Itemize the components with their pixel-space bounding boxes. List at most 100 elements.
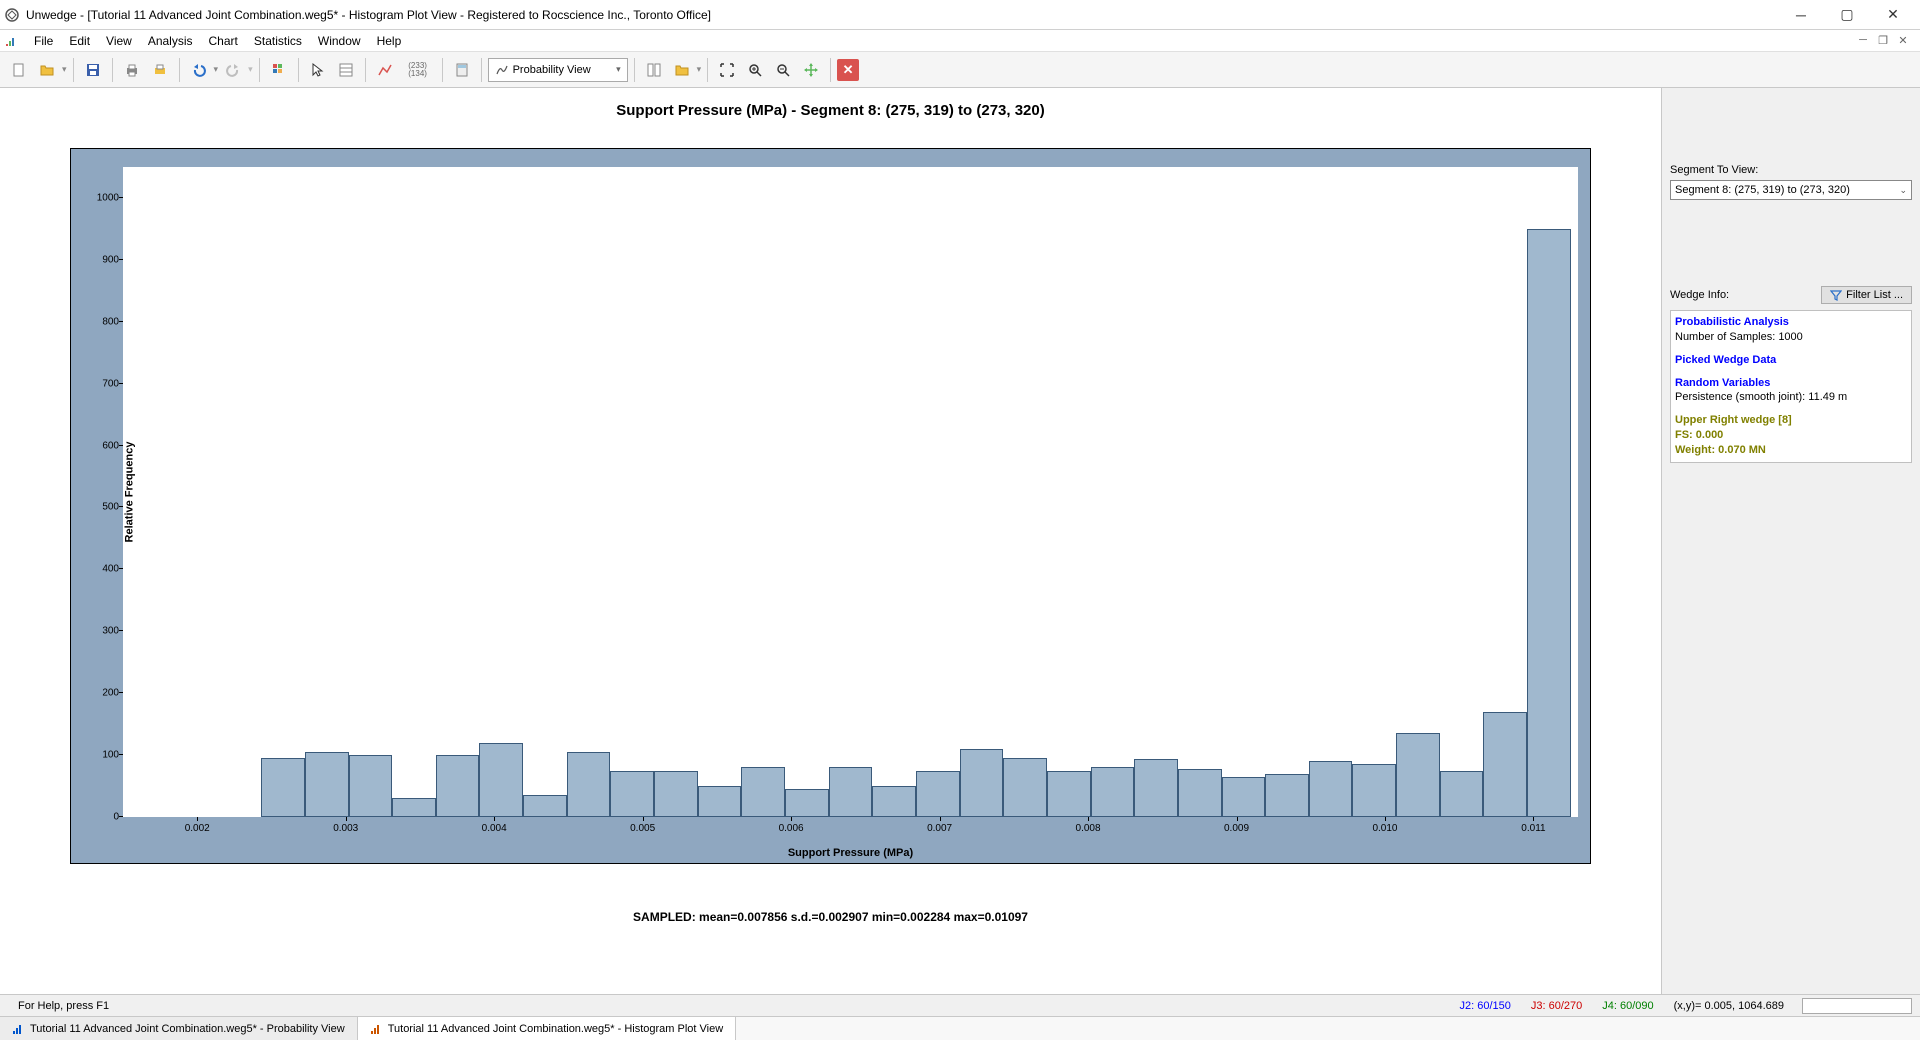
save-button[interactable] <box>80 57 106 83</box>
info-heading: Upper Right wedge [8] <box>1675 413 1907 428</box>
open-file-button[interactable] <box>34 57 60 83</box>
tile-button[interactable] <box>641 57 667 83</box>
document-tabs: Tutorial 11 Advanced Joint Combination.w… <box>0 1016 1920 1040</box>
histogram-bar <box>349 755 393 817</box>
wedge-info-box: Probabilistic Analysis Number of Samples… <box>1670 310 1912 463</box>
redo-button[interactable] <box>220 57 246 83</box>
histogram-bar <box>1178 769 1222 817</box>
status-input[interactable] <box>1802 998 1912 1014</box>
histogram-bar <box>523 795 567 817</box>
info-line: Weight: 0.070 MN <box>1675 443 1907 458</box>
histogram-bar <box>1527 229 1571 817</box>
window-controls: ─ ▢ ✕ <box>1778 0 1916 30</box>
status-j3: J3: 60/270 <box>1521 1000 1592 1012</box>
doc-icon <box>4 33 20 49</box>
histogram-bar <box>305 752 349 817</box>
histogram-bar <box>960 749 1004 817</box>
histogram-bar <box>1352 764 1396 817</box>
pointer-button[interactable] <box>305 57 331 83</box>
document-tab[interactable]: Tutorial 11 Advanced Joint Combination.w… <box>358 1017 736 1040</box>
zoom-extents-button[interactable] <box>714 57 740 83</box>
window-title: Unwedge - [Tutorial 11 Advanced Joint Co… <box>26 8 1778 22</box>
histogram-bar <box>1003 758 1047 817</box>
document-tab[interactable]: Tutorial 11 Advanced Joint Combination.w… <box>0 1017 358 1040</box>
view-mode-label: Probability View <box>513 64 591 76</box>
mdi-minimize-icon[interactable]: ─ <box>1854 34 1872 47</box>
toolbar: ▾ ▾ ▾ (233) (134) Probability View ▾ ▾ ✕ <box>0 52 1920 88</box>
chart-stats: SAMPLED: mean=0.007856 s.d.=0.002907 min… <box>0 910 1661 924</box>
histogram-bar <box>567 752 611 817</box>
histogram-bar <box>610 771 654 817</box>
status-j2: J2: 60/150 <box>1449 1000 1520 1012</box>
histogram-bar <box>1222 777 1266 817</box>
menu-file[interactable]: File <box>26 32 61 50</box>
segment-label: Segment To View: <box>1670 164 1912 176</box>
mdi-close-icon[interactable]: ✕ <box>1894 34 1912 47</box>
info-line: Persistence (smooth joint): 11.49 m <box>1675 390 1907 405</box>
chart-outer: Relative Frequency Support Pressure (MPa… <box>70 148 1591 864</box>
menu-edit[interactable]: Edit <box>61 32 98 50</box>
maximize-button[interactable]: ▢ <box>1824 0 1870 30</box>
histogram-bar <box>392 798 436 817</box>
y-tick-label: 100 <box>102 750 123 761</box>
compute-button[interactable] <box>372 57 398 83</box>
y-tick-label: 300 <box>102 626 123 637</box>
undo-button[interactable] <box>186 57 212 83</box>
x-axis-label: Support Pressure (MPa) <box>788 847 913 859</box>
new-file-button[interactable] <box>6 57 32 83</box>
menu-view[interactable]: View <box>98 32 140 50</box>
status-help: For Help, press F1 <box>8 1000 119 1012</box>
y-tick-label: 700 <box>102 378 123 389</box>
pan-button[interactable] <box>798 57 824 83</box>
close-button[interactable]: ✕ <box>1870 0 1916 30</box>
filter-icon <box>1830 289 1842 301</box>
menu-statistics[interactable]: Statistics <box>246 32 310 50</box>
main-area: Support Pressure (MPa) - Segment 8: (275… <box>0 88 1920 994</box>
status-coords: (x,y)= 0.005, 1064.689 <box>1664 1000 1794 1012</box>
histogram-bar <box>479 743 523 817</box>
histogram-bar <box>741 767 785 817</box>
chart-frame: Relative Frequency Support Pressure (MPa… <box>71 149 1590 863</box>
menu-chart[interactable]: Chart <box>201 32 246 50</box>
menu-window[interactable]: Window <box>310 32 369 50</box>
histogram-bar <box>1047 771 1091 817</box>
info-heading: Probabilistic Analysis <box>1675 315 1907 330</box>
minimize-button[interactable]: ─ <box>1778 0 1824 30</box>
app-icon <box>4 7 20 23</box>
zoom-out-button[interactable] <box>770 57 796 83</box>
mdi-restore-icon[interactable]: ❐ <box>1874 34 1892 47</box>
info-line: FS: 0.000 <box>1675 428 1907 443</box>
chart-pane: Support Pressure (MPa) - Segment 8: (275… <box>0 88 1662 994</box>
calculator-button[interactable] <box>449 57 475 83</box>
y-tick-label: 900 <box>102 254 123 265</box>
chevron-down-icon: ⌄ <box>1899 185 1907 196</box>
zoom-in-button[interactable] <box>742 57 768 83</box>
wedge-info-label: Wedge Info: <box>1670 289 1729 301</box>
plot-area: Relative Frequency Support Pressure (MPa… <box>123 167 1578 817</box>
grid-button[interactable] <box>266 57 292 83</box>
mdi-controls: ─ ❐ ✕ <box>1854 34 1916 47</box>
view-mode-combo[interactable]: Probability View ▾ <box>488 58 628 82</box>
histogram-bar <box>436 755 480 817</box>
histogram-bar <box>916 771 960 817</box>
histogram-bar <box>261 758 305 817</box>
y-tick-label: 800 <box>102 316 123 327</box>
segment-value: Segment 8: (275, 319) to (273, 320) <box>1675 184 1850 196</box>
menu-help[interactable]: Help <box>369 32 410 50</box>
histogram-bar <box>1396 733 1440 817</box>
data-button[interactable] <box>333 57 359 83</box>
segment-select[interactable]: Segment 8: (275, 319) to (273, 320) ⌄ <box>1670 180 1912 200</box>
print-button[interactable] <box>119 57 145 83</box>
filter-list-button[interactable]: Filter List ... <box>1821 286 1912 304</box>
menu-analysis[interactable]: Analysis <box>140 32 201 50</box>
histogram-bar <box>698 786 742 817</box>
window-button[interactable] <box>669 57 695 83</box>
toolbar-close-button[interactable]: ✕ <box>837 59 859 81</box>
stats-button[interactable]: (233) (134) <box>400 57 436 83</box>
print-preview-button[interactable] <box>147 57 173 83</box>
histogram-bar <box>654 771 698 817</box>
histogram-bar <box>1440 771 1484 817</box>
chart-title: Support Pressure (MPa) - Segment 8: (275… <box>0 88 1661 119</box>
statusbar: For Help, press F1 J2: 60/150 J3: 60/270… <box>0 994 1920 1016</box>
y-tick-label: 200 <box>102 688 123 699</box>
